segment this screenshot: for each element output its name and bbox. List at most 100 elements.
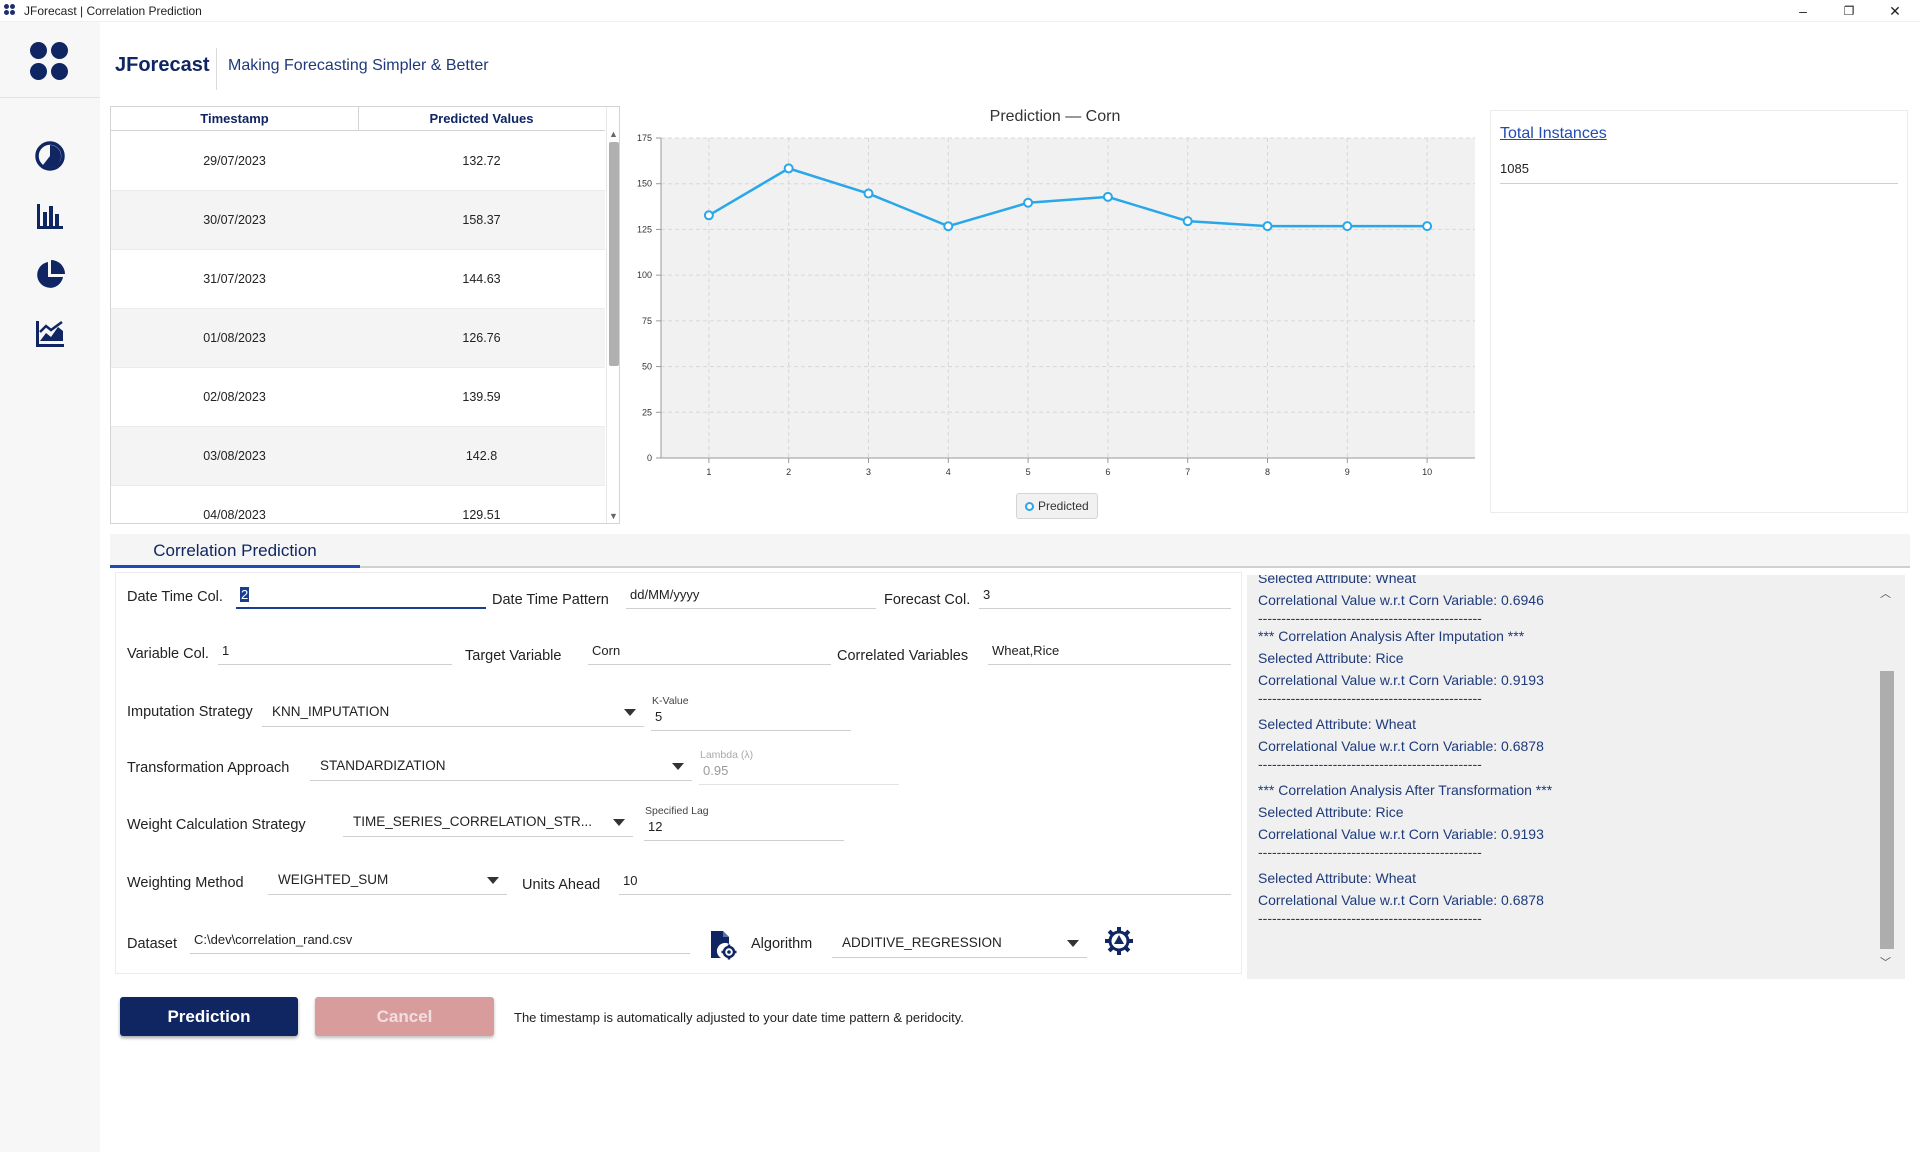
x-tick-label: 7 <box>1185 467 1190 477</box>
datetime-pattern-field[interactable]: dd/MM/yyyy <box>626 585 876 609</box>
table-row[interactable]: 01/08/2023 126.76 <box>111 309 605 368</box>
datetime-pattern-label: Date Time Pattern <box>492 592 609 608</box>
sidebar <box>0 22 100 1152</box>
window-title: JForecast | Correlation Prediction <box>24 4 202 18</box>
app-logo-icon <box>4 4 16 16</box>
chart-legend[interactable]: Predicted <box>1016 493 1098 519</box>
datetime-col-field[interactable]: 2 <box>236 585 486 609</box>
data-point <box>1262 221 1273 232</box>
app-logo-icon[interactable] <box>30 42 70 82</box>
forecast-col-field[interactable]: 3 <box>979 585 1231 609</box>
chevron-down-icon <box>1067 940 1079 947</box>
units-ahead-field[interactable]: 10 <box>619 871 1231 895</box>
chevron-down-icon <box>487 877 499 884</box>
specified-lag-field[interactable]: 12 <box>644 817 844 841</box>
lambda-caption: Lambda (λ) <box>700 749 754 761</box>
y-tick-label: 50 <box>642 362 652 372</box>
correlated-variables-field[interactable]: Wheat,Rice <box>988 641 1231 665</box>
maximize-button[interactable]: ❐ <box>1843 4 1855 18</box>
plot-area <box>661 138 1475 458</box>
table-row[interactable]: 04/08/2023 129.51 <box>111 486 605 523</box>
target-variable-field[interactable]: Corn <box>588 641 831 665</box>
weight-strategy-select[interactable]: TIME_SERIES_CORRELATION_STR... <box>343 809 633 837</box>
x-tick-label: 10 <box>1422 467 1432 477</box>
timestamp-cell: 31/07/2023 <box>203 272 266 286</box>
variable-col-label: Variable Col. <box>127 646 209 662</box>
log-line: ----------------------------------------… <box>1258 910 1482 926</box>
sidebar-divider <box>0 97 100 98</box>
pie-chart-icon[interactable] <box>34 140 66 172</box>
scroll-up-icon[interactable]: ▲ <box>609 129 618 139</box>
predicted-value-cell: 158.37 <box>462 213 501 227</box>
predicted-value-cell: 129.51 <box>462 508 501 522</box>
y-tick-label: 175 <box>637 133 652 143</box>
weighting-method-select[interactable]: WEIGHTED_SUM <box>268 867 507 895</box>
transformation-approach-select[interactable]: STANDARDIZATION <box>310 753 692 781</box>
bar-chart-icon[interactable] <box>34 200 66 232</box>
y-tick-label: 100 <box>637 270 652 280</box>
predicted-value-cell: 139.59 <box>462 390 501 404</box>
brand-tagline: Making Forecasting Simpler & Better <box>228 57 489 74</box>
chart-canvas: 0 25 50 75 100 125 150 175 1 2 3 4 5 6 7 8 9 10 <box>637 133 1475 477</box>
column-header-timestamp[interactable]: Timestamp <box>200 111 269 126</box>
table-row[interactable]: 30/07/2023 158.37 <box>111 191 605 250</box>
imputation-strategy-label: Imputation Strategy <box>127 704 253 720</box>
table-row[interactable]: 02/08/2023 139.59 <box>111 368 605 427</box>
log-line: Selected Attribute: Wheat <box>1258 716 1416 732</box>
hint-text: The timestamp is automatically adjusted … <box>514 1010 964 1025</box>
prediction-button[interactable]: Prediction <box>120 997 298 1036</box>
specified-lag-caption: Specified Lag <box>645 805 709 817</box>
scroll-up-icon[interactable]: ︿ <box>1880 588 1891 600</box>
log-line: Correlational Value w.r.t Corn Variable:… <box>1258 738 1544 754</box>
minimize-button[interactable]: – <box>1799 3 1807 19</box>
x-tick-label: 3 <box>866 467 871 477</box>
parameters-form: Date Time Col. 2 Date Time Pattern dd/MM… <box>115 572 1242 974</box>
data-point <box>703 210 714 221</box>
stat-divider <box>1500 183 1898 184</box>
correlation-log-panel[interactable]: Selected Attribute: Wheat Correlational … <box>1247 575 1905 979</box>
k-value-field[interactable]: 5 <box>651 707 851 731</box>
close-button[interactable]: ✕ <box>1889 3 1901 19</box>
y-tick-label: 75 <box>642 316 652 326</box>
prediction-chart: 0 25 50 75 100 125 150 175 1 2 3 4 5 6 7 8 9 10 Predictio… <box>630 104 1480 524</box>
dataset-label: Dataset <box>127 936 177 952</box>
log-line: Correlational Value w.r.t Corn Variable:… <box>1258 826 1544 842</box>
pie-segment-icon[interactable] <box>34 259 66 291</box>
table-row[interactable]: 31/07/2023 144.63 <box>111 250 605 309</box>
log-line: ----------------------------------------… <box>1258 756 1482 772</box>
total-instances-title[interactable]: Total Instances <box>1500 125 1607 142</box>
log-line: Selected Attribute: Wheat <box>1258 575 1416 586</box>
table-scrollbar-thumb[interactable] <box>609 142 619 366</box>
correlated-variables-label: Correlated Variables <box>837 648 969 664</box>
log-line: Selected Attribute: Rice <box>1258 804 1404 820</box>
cancel-button[interactable]: Cancel <box>315 997 494 1036</box>
tab-bar: Correlation Prediction <box>110 534 1910 568</box>
y-tick-label: 25 <box>642 407 652 417</box>
algorithm-select[interactable]: ADDITIVE_REGRESSION <box>832 930 1087 958</box>
file-settings-icon[interactable] <box>709 930 737 960</box>
x-tick-label: 1 <box>706 467 711 477</box>
predicted-value-cell: 142.8 <box>465 449 498 463</box>
gear-icon[interactable] <box>1104 926 1134 956</box>
timestamp-cell: 04/08/2023 <box>203 508 266 522</box>
legend-marker-icon <box>1025 502 1034 511</box>
data-point <box>783 163 794 174</box>
scroll-down-icon[interactable]: ﹀ <box>1880 957 1891 969</box>
timestamp-cell: 01/08/2023 <box>203 331 266 345</box>
scroll-down-icon[interactable]: ▼ <box>609 511 618 521</box>
column-header-predicted-values[interactable]: Predicted Values <box>429 111 534 126</box>
dataset-path-field[interactable]: C:\dev\correlation_rand.csv <box>190 930 690 954</box>
table-row[interactable]: 29/07/2023 132.72 <box>111 132 605 191</box>
chevron-down-icon <box>672 763 684 770</box>
title-bar: JForecast | Correlation Prediction – ❐ ✕ <box>0 0 1920 22</box>
log-line: *** Correlation Analysis After Transform… <box>1258 782 1553 798</box>
predicted-value-cell: 126.76 <box>462 331 501 345</box>
variable-col-field[interactable]: 1 <box>218 641 452 665</box>
data-point <box>863 188 874 199</box>
log-scrollbar-thumb[interactable] <box>1880 671 1894 949</box>
imputation-strategy-select[interactable]: KNN_IMPUTATION <box>262 699 644 727</box>
log-line: Selected Attribute: Rice <box>1258 650 1404 666</box>
table-row[interactable]: 03/08/2023 142.8 <box>111 427 605 486</box>
tab-correlation-prediction[interactable]: Correlation Prediction <box>110 534 360 568</box>
area-chart-icon[interactable] <box>34 318 66 350</box>
